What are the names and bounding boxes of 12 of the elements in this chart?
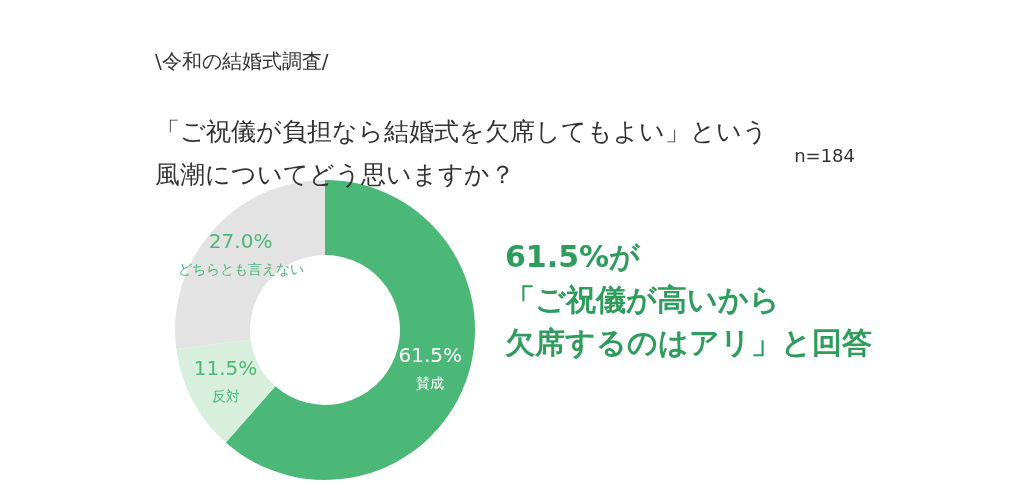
slice-label: 反対 [211,387,240,404]
chart-title: 「ご祝儀が負担なら結婚式を欠席してもよい」という風潮についてどう思いますか？ [155,117,768,189]
data-label: 11.5% [193,355,258,380]
data-label: 27.0% [208,228,273,253]
text: 「ご祝儀が高いから [505,282,780,317]
text: 61.5%が [505,239,642,274]
text: n=184 [794,145,855,166]
chart-subtitle: \令和の結婚式調査/ [155,49,329,73]
slice-label: 賛成 [416,374,445,391]
data-label: 61.5% [398,342,463,367]
text: 欠席するのはアリ」と回答 [504,325,872,360]
slice-label: どちらとも言えない [177,260,304,277]
